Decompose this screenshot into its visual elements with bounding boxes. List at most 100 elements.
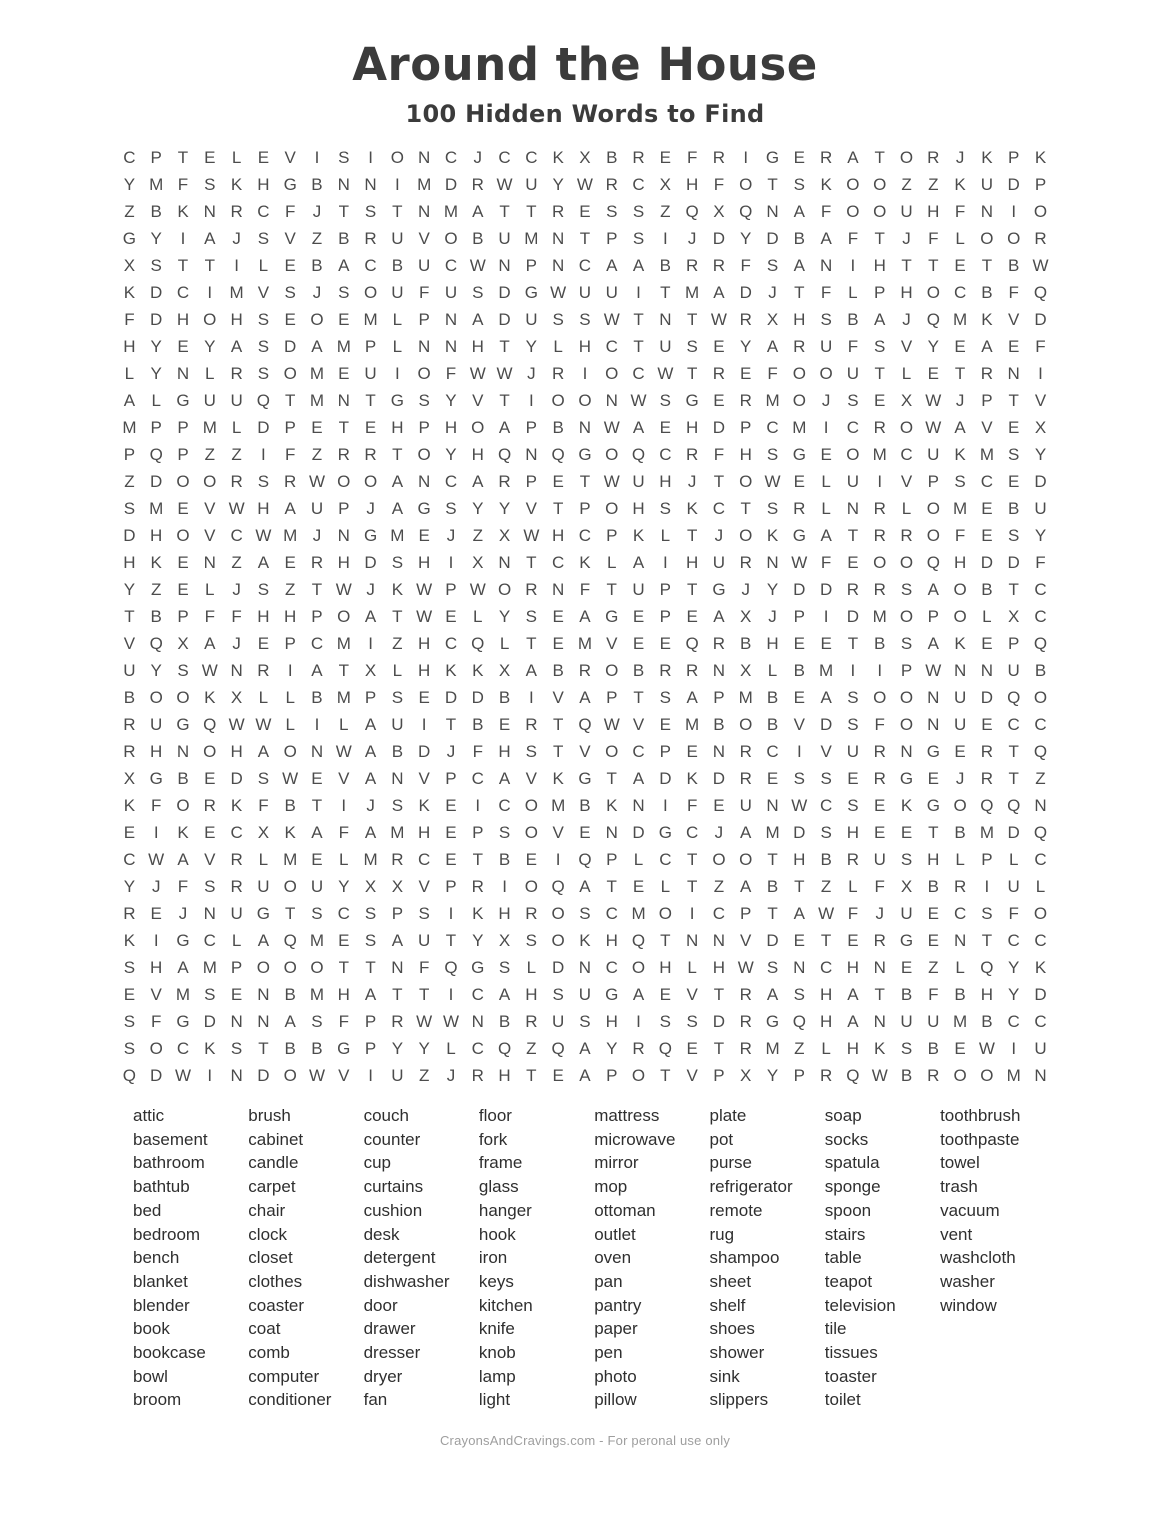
grid-letter: L: [205, 579, 215, 599]
grid-letter: E: [284, 255, 296, 275]
word-list-item: sponge: [824, 1177, 881, 1197]
grid-letter: L: [285, 714, 295, 734]
grid-letter: D: [150, 282, 163, 302]
word-list-item: light: [478, 1390, 511, 1410]
grid-letter: C: [498, 147, 511, 167]
grid-letter: C: [766, 417, 779, 437]
grid-letter: E: [632, 606, 645, 626]
word-list-item: cup: [363, 1153, 392, 1173]
grid-letter: J: [955, 147, 965, 167]
grid-letter: Y: [204, 336, 216, 356]
grid-letter: O: [953, 579, 967, 599]
word-list-item: ottoman: [594, 1200, 656, 1220]
word-list-column: plate pot purse refrigerator remote rug shampo…: [709, 1104, 824, 1412]
word-list-item: washcloth: [940, 1248, 1016, 1268]
grid-letter: K: [606, 795, 618, 815]
grid-letter: Y: [1008, 984, 1020, 1004]
grid-letter: X: [123, 768, 136, 788]
grid-letter: I: [796, 741, 802, 761]
grid-letter: K: [445, 660, 457, 680]
word-list-item: bookcase: [133, 1343, 206, 1363]
grid-letter: O: [310, 957, 324, 977]
grid-letter: F: [954, 525, 966, 545]
grid-letter: I: [448, 903, 454, 923]
grid-letter: F: [231, 606, 242, 626]
word-list-item: closet: [248, 1248, 293, 1268]
grid-letter: O: [283, 363, 297, 383]
grid-letter: U: [391, 714, 404, 734]
grid-letter: L: [392, 336, 403, 356]
grid-letter: P: [713, 687, 725, 707]
grid-letter: K: [123, 930, 136, 950]
grid-letter: I: [662, 552, 668, 572]
grid-letter: G: [524, 282, 538, 302]
grid-letter: B: [552, 417, 564, 437]
grid-letter: E: [954, 741, 966, 761]
grid-letter: D: [284, 336, 297, 356]
grid-letter: L: [339, 714, 349, 734]
grid-letter: R: [793, 498, 806, 518]
word-list-item: clothes: [248, 1271, 303, 1291]
grid-letter: O: [953, 1065, 967, 1085]
grid-letter: M: [390, 525, 405, 545]
grid-letter: V: [686, 1065, 698, 1085]
grid-letter: O: [792, 363, 806, 383]
grid-letter: M: [979, 444, 994, 464]
grid-letter: U: [257, 876, 270, 896]
grid-letter: O: [283, 957, 297, 977]
grid-letter: N: [364, 174, 377, 194]
grid-letter: I: [153, 822, 159, 842]
grid-letter: O: [712, 849, 726, 869]
grid-letter: U: [712, 552, 726, 572]
grid-letter: P: [445, 876, 457, 896]
grid-letter: H: [766, 633, 779, 653]
grid-letter: P: [606, 849, 618, 869]
grid-letter: K: [418, 795, 430, 815]
grid-letter: G: [765, 1011, 780, 1031]
grid-letter: C: [123, 147, 136, 167]
grid-letter: S: [364, 903, 377, 923]
grid-letter: W: [603, 417, 620, 437]
grid-letter: O: [899, 552, 914, 572]
grid-letter: Q: [846, 1065, 860, 1085]
grid-letter: D: [793, 822, 806, 842]
grid-letter: R: [873, 930, 886, 950]
grid-letter: U: [605, 282, 618, 302]
grid-letter: O: [819, 363, 833, 383]
grid-letter: K: [579, 552, 591, 572]
grid-letter: O: [899, 417, 914, 437]
grid-letter: V: [150, 984, 162, 1004]
grid-letter: K: [123, 795, 136, 815]
grid-letter: D: [1034, 471, 1047, 491]
grid-letter: N: [552, 255, 565, 275]
grid-letter: G: [176, 1011, 190, 1031]
grid-letter: B: [311, 1038, 323, 1058]
grid-letter: Z: [311, 444, 323, 464]
grid-letter: O: [337, 606, 351, 626]
grid-letter: M: [309, 363, 325, 383]
grid-letter: E: [927, 930, 939, 950]
grid-letter: C: [444, 147, 458, 167]
grid-letter: F: [686, 795, 698, 815]
grid-letter: V: [418, 228, 430, 248]
grid-letter: R: [230, 471, 243, 491]
grid-letter: J: [955, 768, 965, 788]
grid-letter: C: [632, 363, 645, 383]
grid-letter: U: [953, 714, 967, 734]
grid-letter: U: [391, 282, 404, 302]
grid-letter: D: [712, 417, 726, 437]
grid-letter: Z: [1035, 768, 1046, 788]
grid-letter: R: [980, 768, 994, 788]
grid-letter: N: [1034, 1065, 1047, 1085]
word-list-item: iron: [478, 1248, 508, 1268]
grid-letter: S: [820, 822, 832, 842]
grid-letter: F: [418, 282, 430, 302]
grid-letter: H: [819, 984, 833, 1004]
grid-letter: P: [284, 417, 296, 437]
grid-letter: M: [309, 390, 325, 410]
grid-letter: H: [632, 498, 645, 518]
grid-letter: B: [391, 741, 404, 761]
grid-letter: O: [283, 1065, 297, 1085]
grid-letter: I: [207, 282, 213, 302]
grid-letter: T: [392, 201, 403, 221]
